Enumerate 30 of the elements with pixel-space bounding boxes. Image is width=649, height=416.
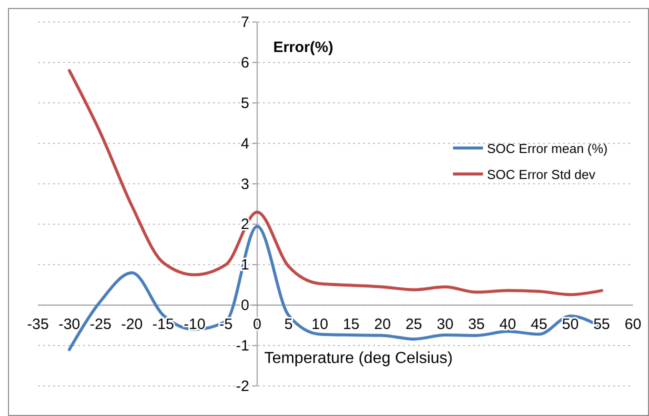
x-tick-label: 20: [374, 316, 391, 334]
x-tick-label: -25: [90, 316, 112, 334]
x-tick-label: 55: [593, 316, 610, 334]
x-tick-label: -20: [121, 316, 143, 334]
legend-label: SOC Error Std dev: [487, 167, 596, 182]
x-tick-label: -30: [58, 316, 80, 334]
y-tick-label: 4: [240, 135, 250, 152]
x-tick-label: 5: [284, 316, 293, 334]
y-tick-label: -1: [236, 338, 250, 355]
y-tick-label: 7: [240, 14, 250, 31]
x-tick-label: 25: [405, 316, 422, 334]
x-tick-label: 15: [342, 316, 360, 334]
y-tick-label: 0: [240, 297, 250, 314]
legend-label: SOC Error mean (%): [487, 141, 608, 156]
x-tick-label: 35: [468, 316, 485, 334]
y-tick-label: 5: [240, 94, 250, 112]
x-tick-label: -35: [27, 316, 49, 334]
y-tick-label: -2: [236, 378, 250, 395]
x-tick-label: 45: [530, 316, 548, 334]
x-tick-label: 50: [562, 316, 579, 334]
x-tick-label: 0: [253, 316, 262, 334]
y-axis-title: Error(%): [273, 39, 334, 56]
x-tick-label: 10: [312, 316, 328, 334]
x-axis-title: Temperature (deg Celsius): [264, 350, 453, 368]
x-tick-label: -15: [152, 316, 174, 334]
x-tick-label: 60: [624, 316, 642, 334]
y-tick-label: 6: [240, 54, 250, 72]
x-tick-label: 30: [436, 316, 454, 334]
x-tick-label: 40: [499, 316, 516, 334]
y-tick-label: 3: [240, 176, 250, 193]
